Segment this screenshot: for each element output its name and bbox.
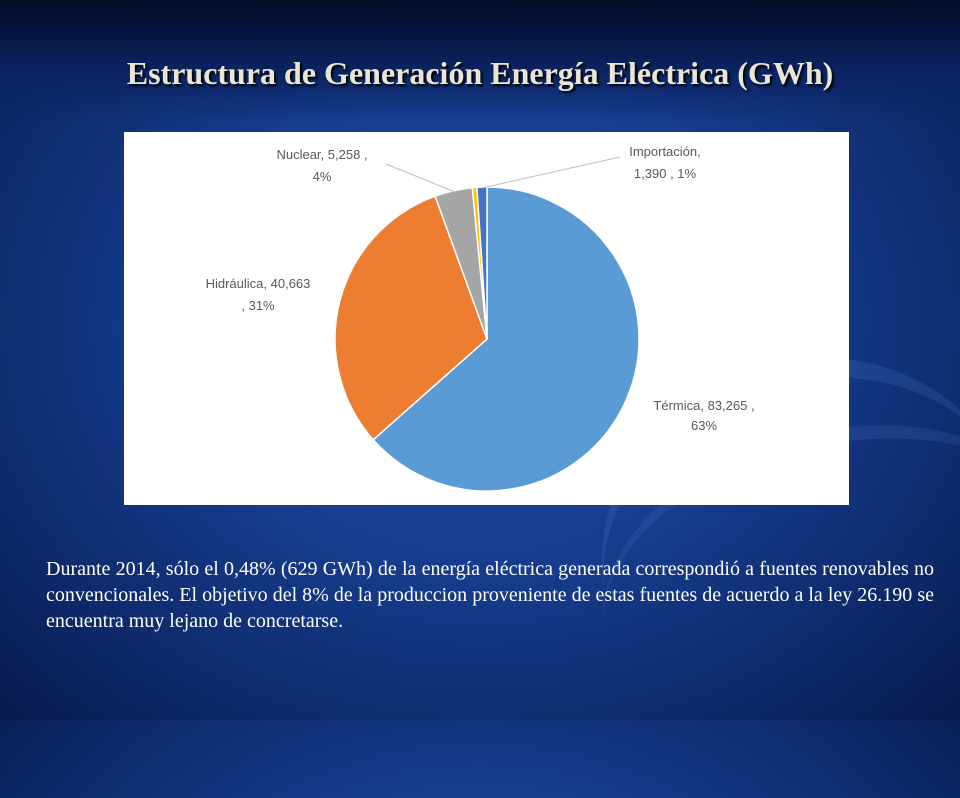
data-label-nuclear-line1: Nuclear, 5,258 , [276, 147, 367, 162]
pie-chart: Térmica, 83,265 , 63% Hidráulica, 40,663 , … [124, 132, 849, 505]
data-label-importación-line2: 1,390 , 1% [634, 166, 697, 181]
top-band [0, 0, 960, 120]
pie-chart-svg: Térmica, 83,265 , 63% Hidráulica, 40,663 , … [206, 144, 755, 492]
pie-slice-térmica [372, 186, 640, 492]
slide-caption: Durante 2014, sólo el 0,48% (629 GWh) de… [46, 558, 934, 632]
data-label-importación-line1: Importación, [629, 144, 701, 159]
data-label-térmica-line2: 63% [691, 418, 717, 433]
data-label-térmica-line1: Térmica, 83,265 , [653, 398, 754, 413]
data-label-hidráulica-line1: Hidráulica, 40,663 [206, 276, 311, 291]
data-label-hidráulica-line2: , 31% [241, 298, 275, 313]
leader-line-nuclear [385, 163, 456, 193]
pie-slice-hidráulica [334, 195, 488, 441]
slide-title: Estructura de Generación Energía Eléctri… [126, 55, 834, 91]
data-label-nuclear-line2: 4% [313, 169, 332, 184]
leader-line-importación [481, 156, 621, 189]
